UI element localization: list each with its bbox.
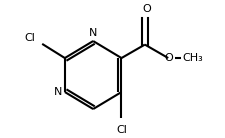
Text: Cl: Cl xyxy=(24,33,35,43)
Text: CH₃: CH₃ xyxy=(182,53,202,63)
Text: Cl: Cl xyxy=(116,125,126,135)
Text: N: N xyxy=(89,28,97,38)
Text: O: O xyxy=(164,53,173,63)
Text: O: O xyxy=(142,4,151,14)
Text: N: N xyxy=(53,87,62,97)
